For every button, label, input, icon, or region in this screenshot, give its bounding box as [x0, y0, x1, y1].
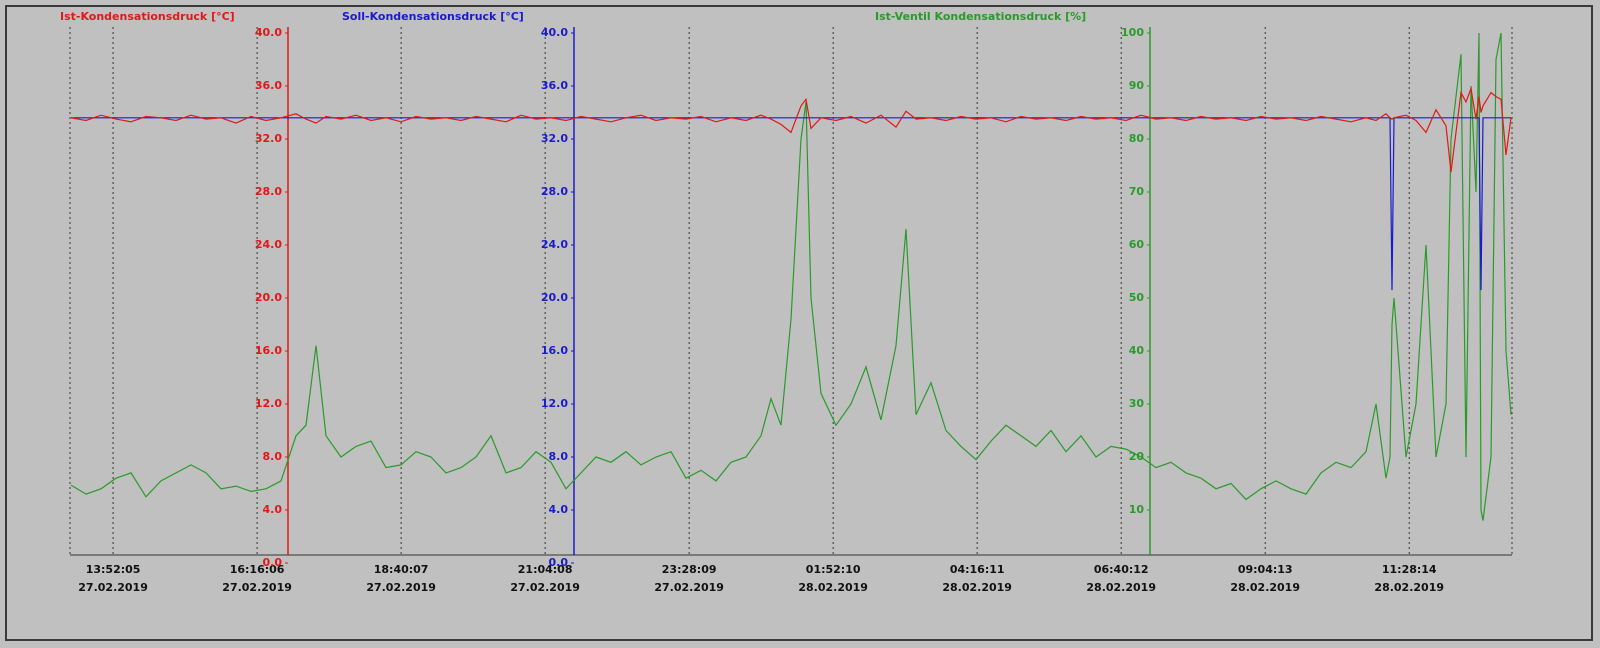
- y-tick-label: 80: [1129, 132, 1145, 145]
- y-tick-label: 10: [1129, 503, 1145, 516]
- y-tick-label: 8.0: [263, 450, 283, 463]
- axis-title: Ist-Ventil Kondensationsdruck [%]: [875, 10, 1086, 23]
- x-tick-label: 28.02.2019: [1230, 581, 1300, 594]
- y-tick-label: 20.0: [541, 291, 568, 304]
- x-tick-label: 28.02.2019: [798, 581, 868, 594]
- x-tick-label: 09:04:13: [1238, 563, 1293, 576]
- y-tick-label: 28.0: [541, 185, 568, 198]
- y-tick-label: 0.0: [549, 556, 569, 569]
- x-tick-label: 16:16:06: [230, 563, 285, 576]
- x-tick-label: 18:40:07: [374, 563, 429, 576]
- x-tick-label: 28.02.2019: [1374, 581, 1444, 594]
- y-tick-label: 32.0: [255, 132, 282, 145]
- x-tick-label: 01:52:10: [806, 563, 861, 576]
- axis-title: Ist-Kondensationsdruck [°C]: [60, 10, 235, 23]
- y-tick-label: 32.0: [541, 132, 568, 145]
- y-tick-label: 8.0: [549, 450, 569, 463]
- x-tick-label: 27.02.2019: [366, 581, 436, 594]
- y-tick-label: 24.0: [541, 238, 568, 251]
- y-tick-label: 40.0: [541, 26, 568, 39]
- chart-frame: [5, 5, 1593, 641]
- axis-title: Soll-Kondensationsdruck [°C]: [342, 10, 524, 23]
- y-tick-label: 40: [1129, 344, 1145, 357]
- x-tick-label: 27.02.2019: [78, 581, 148, 594]
- x-tick-label: 13:52:05: [86, 563, 141, 576]
- y-tick-label: 70: [1129, 185, 1145, 198]
- y-tick-label: 90: [1129, 79, 1145, 92]
- x-tick-label: 04:16:11: [950, 563, 1005, 576]
- y-tick-label: 16.0: [541, 344, 568, 357]
- y-tick-label: 30: [1129, 397, 1145, 410]
- x-tick-label: 27.02.2019: [222, 581, 292, 594]
- x-tick-label: 27.02.2019: [654, 581, 724, 594]
- y-tick-label: 40.0: [255, 26, 282, 39]
- x-tick-label: 23:28:09: [662, 563, 717, 576]
- y-tick-label: 12.0: [541, 397, 568, 410]
- series-line: [71, 117, 1511, 291]
- y-tick-label: 4.0: [263, 503, 283, 516]
- y-tick-label: 24.0: [255, 238, 282, 251]
- y-tick-label: 28.0: [255, 185, 282, 198]
- y-tick-label: 100: [1121, 26, 1144, 39]
- x-tick-label: 11:28:14: [1382, 563, 1437, 576]
- y-tick-label: 0.0: [263, 556, 283, 569]
- x-tick-label: 28.02.2019: [1086, 581, 1156, 594]
- series-line: [70, 86, 1512, 173]
- x-tick-label: 06:40:12: [1094, 563, 1149, 576]
- x-tick-label: 28.02.2019: [942, 581, 1012, 594]
- y-tick-label: 50: [1129, 291, 1145, 304]
- y-tick-label: 4.0: [549, 503, 569, 516]
- y-tick-label: 12.0: [255, 397, 282, 410]
- y-tick-label: 16.0: [255, 344, 282, 357]
- y-tick-label: 60: [1129, 238, 1145, 251]
- x-tick-label: 21:04:08: [518, 563, 573, 576]
- x-tick-label: 27.02.2019: [510, 581, 580, 594]
- series-line: [70, 32, 1512, 521]
- y-tick-label: 36.0: [255, 79, 282, 92]
- y-tick-label: 36.0: [541, 79, 568, 92]
- y-tick-label: 20.0: [255, 291, 282, 304]
